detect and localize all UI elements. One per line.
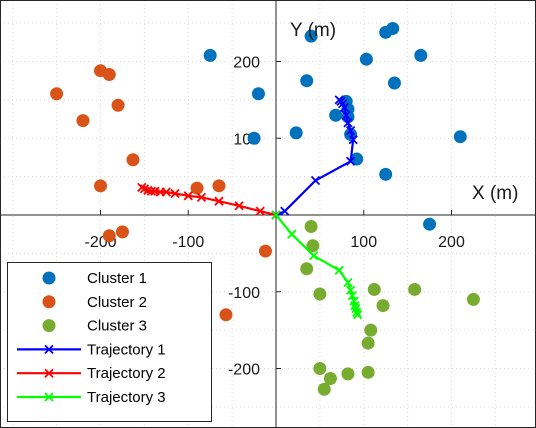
trajectory-marker	[341, 110, 351, 120]
cluster-2-point	[102, 68, 116, 82]
trajectory-marker	[343, 118, 353, 128]
trajectory-marker	[350, 300, 360, 311]
cluster-3-point	[466, 292, 480, 306]
cluster-1-point	[423, 217, 437, 231]
trajectory-marker	[170, 188, 180, 199]
trajectory-marker	[255, 206, 265, 216]
data-marks	[50, 21, 480, 396]
cluster-3-point	[313, 287, 327, 301]
trajectory-marker	[345, 125, 356, 136]
cluster-2-point	[94, 179, 107, 193]
cluster-1-point	[304, 29, 318, 43]
cluster-3-point	[408, 282, 422, 296]
cluster-3-point	[364, 323, 378, 337]
cluster-3-point	[323, 371, 337, 385]
cluster-3-point	[361, 336, 375, 350]
cluster-2-point	[126, 153, 140, 167]
cluster-3-point	[304, 220, 318, 234]
cluster-2-point	[190, 181, 204, 195]
trajectory-marker	[348, 135, 358, 145]
cluster-3-point	[300, 262, 314, 276]
trajectory-marker	[352, 310, 363, 320]
legend-label-2: Cluster 2	[87, 294, 147, 311]
trajectory-marker	[271, 210, 281, 220]
x-tick-label: 200	[438, 234, 465, 251]
trajectory-marker	[343, 277, 353, 288]
cluster-2-point	[50, 87, 64, 101]
trajectory-marker	[334, 265, 344, 275]
legend-marker-6	[44, 392, 54, 402]
cluster-3-point	[361, 365, 375, 379]
cluster-2-point	[102, 229, 116, 243]
legend-label-5: Trajectory 2	[87, 365, 166, 382]
legend-label-1: Cluster 1	[87, 270, 147, 287]
cluster-3-point	[317, 382, 331, 396]
trajectory-marker	[347, 290, 357, 301]
trajectory-marker	[280, 206, 290, 216]
cluster-1-point	[251, 87, 265, 101]
cluster-2-point	[212, 179, 226, 193]
legend-marker-5	[44, 368, 54, 378]
cluster-2-point	[258, 244, 272, 258]
cluster-1-point	[300, 74, 314, 88]
trajectory-marker	[196, 192, 207, 202]
trajectory-marker	[137, 182, 147, 193]
series-2	[50, 64, 272, 322]
x-tick-label: -100	[172, 234, 204, 251]
y-axis-label: Y (m)	[290, 20, 336, 41]
cluster-3-point	[306, 239, 320, 253]
cluster-3-point	[376, 299, 390, 313]
cluster-1-point	[387, 76, 401, 90]
trajectory-marker	[309, 251, 319, 261]
y-tick-label: -200	[228, 362, 260, 379]
cluster-1-point	[359, 52, 373, 66]
cluster-1-point	[329, 108, 343, 122]
cluster-1-point	[386, 21, 400, 35]
cluster-1-point	[203, 48, 217, 62]
cluster-1-point	[414, 48, 428, 62]
trajectory-marker	[345, 156, 356, 166]
cluster-2-point	[219, 308, 233, 322]
cluster-2-point	[111, 98, 125, 112]
y-tick-label: -100	[228, 285, 260, 302]
trajectory-marker	[214, 196, 224, 206]
legend-marker-4	[44, 344, 54, 355]
cluster-3-point	[313, 362, 327, 375]
cluster-1-point	[453, 130, 467, 144]
legend: Cluster 1 Cluster 2 Cluster 3 Trajectory 1 T…	[7, 262, 212, 422]
cluster-1-point	[247, 131, 261, 145]
cluster-1-point	[289, 126, 303, 140]
cluster-1-point	[350, 152, 364, 166]
x-tick-label: 100	[350, 234, 377, 251]
legend-label-4: Trajectory 1	[87, 341, 166, 358]
trajectory-marker	[287, 229, 297, 239]
trajectory-marker	[352, 307, 362, 318]
legend-marker-3	[42, 319, 56, 333]
legend-marker-2	[42, 295, 56, 309]
legend-marker-1	[42, 271, 56, 285]
trajectory-marker	[183, 191, 193, 201]
legend-label-3: Cluster 3	[87, 318, 147, 335]
trajectory-marker	[310, 175, 321, 186]
trajectory-marker	[345, 285, 356, 295]
y-tick-label: 200	[233, 55, 260, 72]
cluster-2-point	[76, 114, 90, 128]
cluster-2-point	[115, 225, 129, 239]
series-4	[271, 95, 358, 220]
legend-box	[7, 262, 212, 422]
cluster-3-point	[367, 282, 381, 296]
cluster-1-point	[379, 167, 393, 181]
cluster-3-point	[341, 367, 355, 381]
trajectory-marker	[334, 95, 344, 105]
series-3	[300, 220, 480, 396]
legend-label-6: Trajectory 3	[87, 389, 166, 406]
x-axis-label: X (m)	[472, 183, 518, 204]
series-6	[271, 210, 363, 320]
trajectory-marker	[234, 201, 244, 211]
